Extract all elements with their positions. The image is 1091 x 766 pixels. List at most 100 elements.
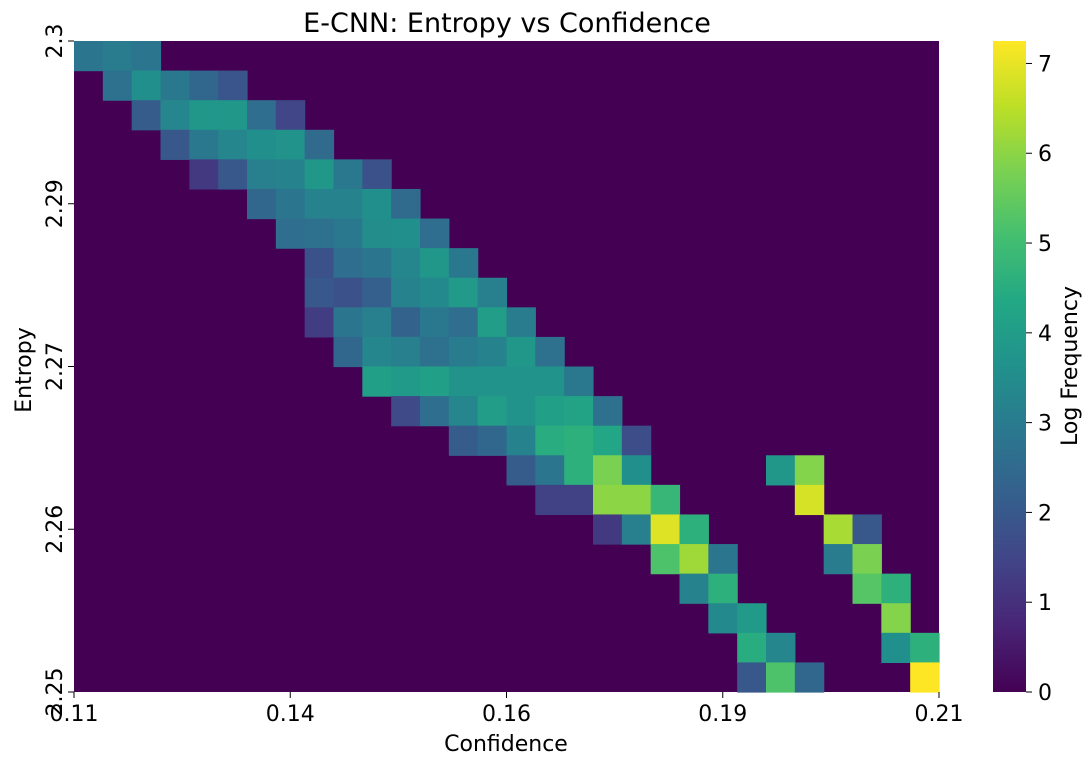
- heatmap-cell: [391, 248, 421, 279]
- heatmap-cell: [448, 277, 479, 308]
- colorbar: [993, 41, 1026, 692]
- colorbar-tick-label: 4: [1038, 322, 1052, 347]
- heatmap-cell: [477, 366, 508, 397]
- heatmap-cell: [852, 514, 882, 545]
- heatmap-cell: [621, 455, 652, 486]
- heatmap-cell: [304, 159, 335, 190]
- y-axis: 2.3 2.29 2.27 2.26 2.25: [43, 24, 74, 717]
- heatmap-cell: [564, 425, 594, 456]
- colorbar-ticks: 0 1 2 3 4 5 6 7: [1026, 52, 1052, 706]
- heatmap-cell: [391, 277, 421, 308]
- heatmap-cell: [247, 129, 277, 160]
- heatmap-cell: [823, 514, 854, 545]
- x-axis: 0.11 0.14 0.16 0.19 0.21: [50, 692, 964, 727]
- heatmap-cell: [362, 159, 392, 190]
- heatmap-cell: [881, 573, 911, 604]
- heatmap-cell: [391, 218, 421, 249]
- heatmap-cell: [448, 396, 479, 427]
- heatmap-cell: [160, 129, 190, 160]
- heatmap-cell: [535, 396, 565, 427]
- heatmap-cell: [506, 455, 536, 486]
- heatmap-cell: [362, 336, 392, 368]
- heatmap-cell: [535, 366, 565, 397]
- heatmap-cell: [564, 455, 594, 486]
- colorbar-tick-label: 1: [1038, 591, 1052, 616]
- heatmap-cell: [304, 248, 335, 279]
- heatmap-cell: [420, 307, 450, 338]
- y-axis-label: Entropy: [12, 327, 37, 412]
- heatmap-cell: [535, 455, 565, 486]
- heatmap-cell: [218, 100, 248, 131]
- heatmap-cell: [535, 484, 565, 516]
- heatmap-cell: [881, 603, 911, 634]
- heatmap-cell: [448, 307, 479, 338]
- heatmap-cell: [131, 100, 162, 131]
- heatmap-cell: [304, 218, 335, 249]
- heatmap-cell: [275, 100, 306, 131]
- x-axis-label: Confidence: [444, 732, 568, 757]
- colorbar-tick-label: 7: [1038, 52, 1052, 77]
- heatmap-cell: [506, 366, 536, 397]
- heatmap-cell: [535, 425, 565, 456]
- x-tick-label: 0.14: [266, 702, 315, 727]
- heatmap-cell: [564, 484, 594, 516]
- heatmap-cell: [391, 336, 421, 368]
- heatmap-cell: [420, 336, 450, 368]
- heatmap-cell: [448, 248, 479, 279]
- x-tick-label: 0.16: [482, 702, 531, 727]
- heatmap-cell: [218, 129, 248, 160]
- heatmap-cell: [766, 455, 796, 486]
- heatmap-cell: [362, 188, 392, 220]
- heatmap-cell: [477, 307, 508, 338]
- heatmap-cell: [477, 336, 508, 368]
- heatmap-cell: [448, 366, 479, 397]
- heatmap-cell: [794, 662, 825, 693]
- heatmap-cell: [708, 573, 738, 604]
- heatmap-cell: [477, 277, 508, 308]
- heatmap-cell: [621, 484, 652, 516]
- heatmap-cell: [593, 484, 623, 516]
- heatmap-cell: [189, 129, 219, 160]
- heatmap-cell: [160, 100, 190, 131]
- heatmap-cell: [708, 603, 738, 634]
- heatmap-cell: [823, 544, 854, 575]
- heatmap-cell: [881, 632, 911, 664]
- x-tick-label: 0.21: [915, 702, 964, 727]
- heatmap-cell: [189, 159, 219, 190]
- heatmap-cell: [391, 396, 421, 427]
- x-tick-label: 0.19: [698, 702, 747, 727]
- heatmap-cell: [766, 662, 796, 693]
- heatmap-cell: [391, 188, 421, 220]
- y-tick-label: 2.26: [43, 505, 68, 554]
- heatmap-cell: [420, 248, 450, 279]
- heatmap-cell: [333, 307, 363, 338]
- heatmap-cell: [448, 336, 479, 368]
- y-tick-label: 2.29: [43, 179, 68, 228]
- heatmap-cell: [448, 425, 479, 456]
- heatmap-cell: [679, 514, 709, 545]
- heatmap-cell: [852, 544, 882, 575]
- y-tick-label: 2.25: [43, 668, 68, 717]
- heatmap-cell: [593, 425, 623, 456]
- heatmap-cell: [650, 514, 681, 545]
- heatmap-cell: [506, 307, 536, 338]
- colorbar-tick-label: 5: [1038, 232, 1052, 257]
- heatmap-cell: [852, 573, 882, 604]
- chart-title: E-CNN: Entropy vs Confidence: [303, 8, 711, 39]
- heatmap-cell: [650, 484, 681, 516]
- colorbar-tick-label: 0: [1038, 681, 1052, 706]
- heatmap-cell: [218, 159, 248, 190]
- heatmap-cell: [275, 188, 306, 220]
- heatmap-cell: [477, 396, 508, 427]
- heatmap-cell: [247, 100, 277, 131]
- heatmap-cell: [535, 336, 565, 368]
- heatmap-cell: [420, 218, 450, 249]
- heatmap-cell: [910, 632, 940, 664]
- y-tick-label: 2.3: [43, 24, 68, 59]
- heatmap-cell: [218, 70, 248, 101]
- heatmap-cell: [333, 218, 363, 249]
- heatmap-cell: [564, 396, 594, 427]
- heatmap-cell: [131, 41, 162, 72]
- heatmap-cell: [420, 277, 450, 308]
- heatmap-cell: [74, 41, 104, 72]
